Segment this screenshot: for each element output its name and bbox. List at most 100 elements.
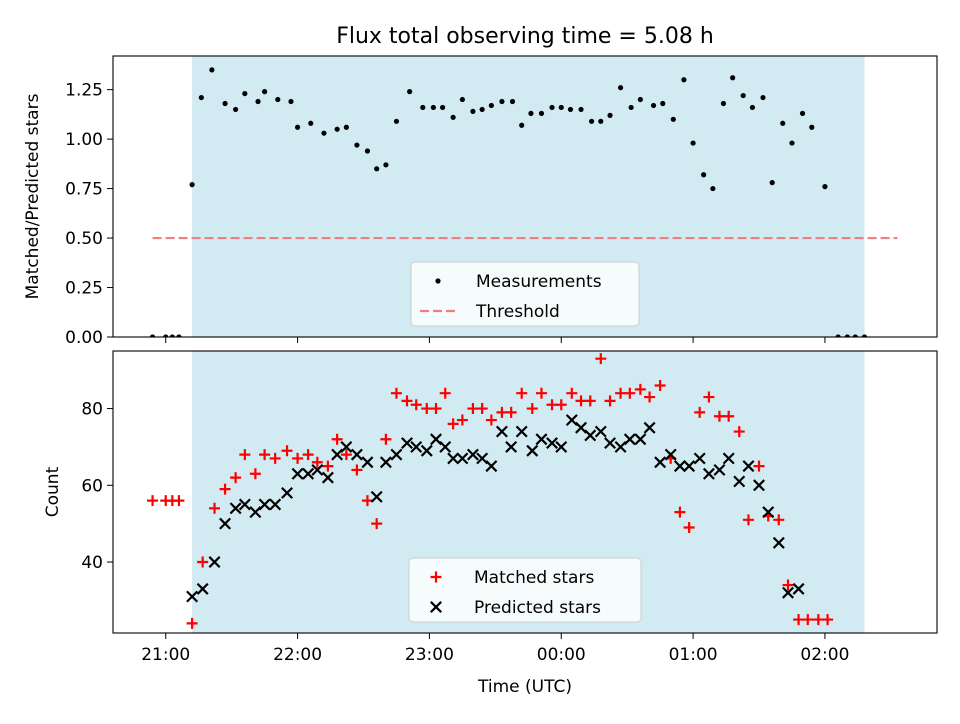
predicted-stars-point bbox=[594, 425, 607, 438]
matched-stars-point bbox=[430, 403, 442, 415]
predicted-stars-point bbox=[753, 479, 765, 492]
matched-stars-point bbox=[822, 614, 834, 626]
measurements-point bbox=[440, 104, 446, 111]
predicted-stars-point bbox=[196, 582, 209, 595]
matched-stars-point bbox=[654, 380, 666, 392]
predicted-stars-point bbox=[713, 463, 726, 476]
matched-stars-point bbox=[812, 614, 824, 626]
matched-stars-point bbox=[390, 387, 402, 399]
measurements-point bbox=[567, 106, 574, 113]
panel-ratio: 0.00 0.25 0.50 0.75 1.00 1.25 Matched/Predicte… bbox=[23, 55, 938, 348]
predicted-stars-point bbox=[733, 475, 746, 488]
matched-stars-point bbox=[535, 387, 547, 399]
measurements-point bbox=[844, 334, 850, 337]
x-tick-label: 23:00 bbox=[405, 645, 454, 665]
matched-stars-point bbox=[782, 579, 794, 591]
matched-stars-point bbox=[292, 452, 304, 464]
predicted-stars-point bbox=[762, 506, 775, 519]
matched-stars-point bbox=[249, 468, 261, 480]
matched-stars-point bbox=[281, 445, 293, 457]
measurements-point bbox=[488, 102, 494, 109]
measurements-point bbox=[509, 98, 516, 105]
legend-label: Threshold bbox=[475, 302, 560, 322]
matched-stars-point bbox=[624, 387, 636, 399]
matched-stars-point bbox=[476, 403, 488, 415]
predicted-stars-point bbox=[495, 425, 508, 438]
measurements-point bbox=[861, 334, 868, 337]
measurements-point bbox=[558, 104, 564, 111]
y-tick-label: 0.25 bbox=[65, 279, 103, 299]
predicted-stars-point bbox=[420, 444, 433, 457]
matched-stars-point bbox=[674, 506, 686, 518]
measurements-point bbox=[308, 120, 314, 126]
predicted-stars-point bbox=[555, 440, 568, 453]
measurements-point bbox=[430, 104, 436, 111]
measurements-point bbox=[262, 89, 268, 95]
measurements-point bbox=[499, 98, 505, 105]
measurements-point bbox=[321, 130, 327, 136]
x-tick-label: 00:00 bbox=[537, 645, 586, 665]
matched-stars-point bbox=[173, 495, 185, 507]
measurements-point bbox=[209, 67, 215, 73]
matched-stars-point bbox=[259, 449, 271, 461]
measurements-point bbox=[528, 110, 534, 116]
measurements-point bbox=[578, 106, 584, 113]
predicted-stars-point bbox=[321, 471, 334, 484]
predicted-stars-point bbox=[379, 456, 392, 469]
axes-frame bbox=[112, 350, 938, 634]
measurements-point bbox=[233, 106, 239, 113]
matched-stars-point bbox=[447, 418, 459, 430]
predicted-stars-point bbox=[742, 460, 755, 473]
measurements-point bbox=[549, 104, 555, 111]
measurements-point bbox=[343, 124, 349, 130]
predicted-stars-point bbox=[673, 460, 686, 473]
matched-stars-point bbox=[209, 502, 221, 514]
measurements-point bbox=[852, 334, 858, 337]
predicted-stars-point bbox=[466, 448, 479, 461]
measurements-point bbox=[169, 334, 175, 337]
matched-stars-point bbox=[380, 433, 392, 445]
measurements-point bbox=[479, 106, 485, 113]
legend-label: Predicted stars bbox=[474, 598, 601, 618]
matched-stars-point bbox=[371, 518, 383, 530]
measurements-point bbox=[176, 334, 182, 337]
predicted-stars-point bbox=[476, 452, 489, 465]
legend-box bbox=[410, 261, 640, 327]
measurements-point bbox=[701, 172, 707, 178]
matched-stars-point bbox=[713, 410, 725, 422]
measurements-point bbox=[242, 90, 248, 97]
measurements-point bbox=[760, 94, 766, 101]
measurements-point bbox=[789, 140, 795, 146]
legend-marker bbox=[430, 571, 442, 583]
matched-stars-point bbox=[331, 433, 343, 445]
x-tick-label: 02:00 bbox=[800, 645, 849, 665]
predicted-stars-point bbox=[526, 444, 539, 457]
measurements-point bbox=[519, 122, 525, 128]
measurements-point bbox=[617, 85, 624, 91]
predicted-stars-point bbox=[370, 490, 383, 503]
predicted-stars-point bbox=[654, 456, 667, 469]
y-tick-label: 1.00 bbox=[65, 130, 103, 150]
y-tick-label: 40 bbox=[81, 553, 103, 573]
y-tick-label: 0.00 bbox=[65, 328, 103, 348]
measurements-point bbox=[334, 126, 340, 132]
measurements-point bbox=[650, 102, 657, 109]
predicted-stars-point bbox=[772, 536, 785, 549]
x-tick-label: 22:00 bbox=[273, 645, 322, 665]
measurements-point bbox=[710, 185, 716, 192]
measurements-point bbox=[809, 124, 815, 130]
matched-stars-point bbox=[753, 460, 765, 472]
matched-stars-point bbox=[410, 399, 422, 411]
predicted-stars-point bbox=[535, 433, 548, 446]
matched-stars-point bbox=[186, 617, 198, 629]
predicted-stars-point bbox=[693, 452, 706, 465]
matched-stars-point bbox=[239, 449, 251, 461]
matched-stars-point bbox=[322, 460, 334, 472]
measurements-point bbox=[835, 334, 841, 337]
predicted-stars-point bbox=[401, 437, 413, 450]
matched-stars-point bbox=[340, 449, 352, 461]
measurements-point bbox=[222, 100, 228, 107]
measurements-point bbox=[255, 98, 261, 105]
matched-stars-point bbox=[197, 556, 209, 568]
